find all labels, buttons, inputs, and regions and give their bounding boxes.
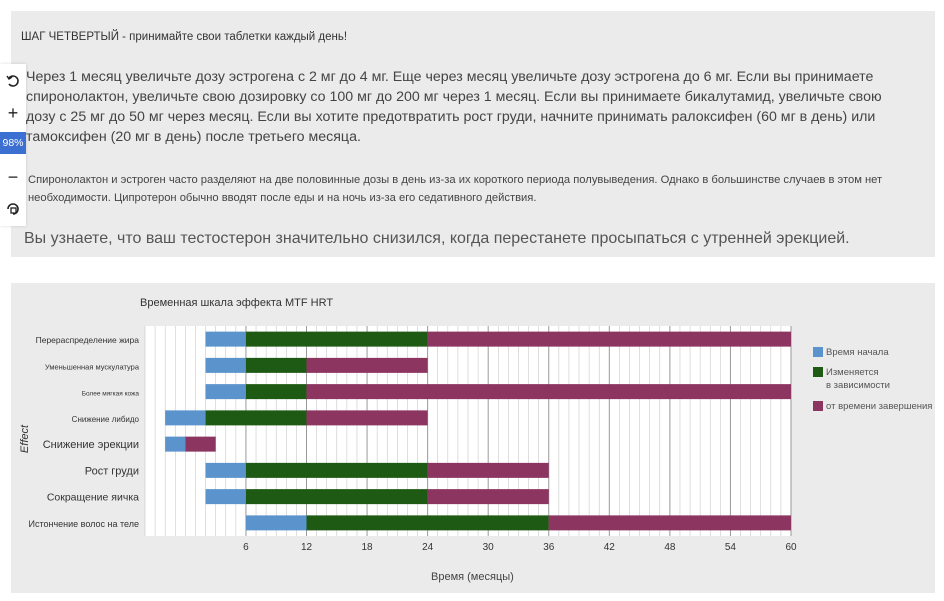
step-title: ШАГ ЧЕТВЕРТЫЙ - принимайте свои таблетки… bbox=[21, 31, 348, 43]
x-tick-label: 24 bbox=[422, 542, 434, 553]
x-tick-label: 6 bbox=[243, 542, 249, 553]
plus-icon[interactable]: + bbox=[7, 103, 19, 123]
bar-segment bbox=[306, 410, 428, 426]
chart-title: Временная шкала эффекта MTF HRT bbox=[140, 297, 334, 309]
bar-segment bbox=[165, 410, 206, 426]
category-label: Рост груди bbox=[85, 465, 139, 477]
zoom-toolbar: + 98% − bbox=[0, 64, 26, 226]
small-paragraph: Спиронолактон и эстроген часто разделяют… bbox=[28, 174, 883, 204]
x-tick-label: 42 bbox=[604, 542, 616, 553]
x-tick-label: 18 bbox=[362, 542, 374, 553]
legend-label-end: от времени завершения bbox=[826, 401, 933, 412]
bar-segment bbox=[427, 331, 791, 347]
bar-segment bbox=[245, 357, 307, 373]
legend-label-start: Время начала bbox=[826, 347, 889, 358]
bar-segment bbox=[245, 489, 428, 505]
x-tick-label: 12 bbox=[301, 542, 313, 553]
bar-segment bbox=[245, 462, 428, 478]
x-axis-label: Время (месяцы) bbox=[431, 571, 514, 583]
category-label: Истончение волос на теле bbox=[29, 519, 139, 529]
minus-icon[interactable]: − bbox=[7, 167, 19, 187]
text-section: ШАГ ЧЕТВЕРТЫЙ - принимайте свои таблетки… bbox=[11, 11, 935, 257]
legend-swatch-varies bbox=[813, 367, 823, 377]
bar-segment bbox=[306, 384, 791, 400]
bar-segment bbox=[427, 462, 549, 478]
chart-canvas: Перераспределение жира Уменьшенная мускул… bbox=[29, 326, 797, 553]
chart-section: Временная шкала эффекта MTF HRT Effect П… bbox=[11, 283, 935, 593]
bar-segment bbox=[245, 515, 307, 531]
rotate-icon[interactable] bbox=[0, 68, 26, 94]
bar-segment bbox=[185, 436, 216, 452]
final-line: Вы узнаете, что ваш тестостерон значител… bbox=[24, 230, 850, 247]
bar-segment bbox=[205, 410, 307, 426]
bar-segment bbox=[306, 357, 428, 373]
reset-icon[interactable] bbox=[0, 196, 26, 222]
category-label: Уменьшенная мускулатура bbox=[45, 362, 140, 371]
x-tick-label: 36 bbox=[543, 542, 555, 553]
bar-segment bbox=[205, 357, 246, 373]
main-paragraph: Через 1 месяц увеличьте дозу эстрогена с… bbox=[26, 69, 882, 145]
category-label: Сокращение яичка bbox=[47, 492, 139, 504]
legend-swatch-start bbox=[813, 347, 823, 357]
bar-segment bbox=[427, 489, 549, 505]
bar-segment bbox=[205, 489, 246, 505]
bar-segment bbox=[205, 331, 246, 347]
x-tick-label: 54 bbox=[725, 542, 737, 553]
x-tick-label: 48 bbox=[664, 542, 676, 553]
legend-label-varies: Изменяется в зависимости bbox=[826, 367, 890, 391]
category-label: Снижение эрекции bbox=[43, 439, 139, 451]
bar-segment bbox=[205, 384, 246, 400]
bar-segment bbox=[245, 331, 428, 347]
x-tick-label: 30 bbox=[483, 542, 495, 553]
category-label: Перераспределение жира bbox=[36, 335, 140, 345]
legend-swatch-end bbox=[813, 401, 823, 411]
bar-segment bbox=[306, 515, 549, 531]
bar-segment bbox=[548, 515, 791, 531]
category-label: Снижение либидо bbox=[72, 415, 140, 424]
zoom-level: 98% bbox=[0, 132, 26, 154]
category-label: Более мягкая кожа bbox=[82, 391, 140, 398]
x-tick-label: 60 bbox=[785, 542, 797, 553]
bar-segment bbox=[165, 436, 186, 452]
bar-segment bbox=[205, 462, 246, 478]
bar-segment bbox=[245, 384, 307, 400]
